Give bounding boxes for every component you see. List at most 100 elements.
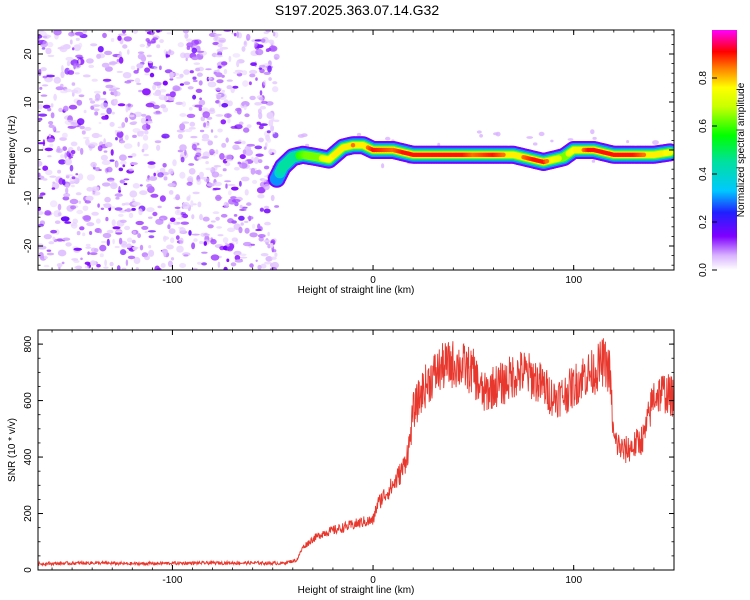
spectrogram-noise-blob	[216, 94, 222, 100]
spectrogram-noise-blob	[129, 190, 138, 198]
spectrogram-noise-blob	[71, 258, 79, 261]
spectrogram-noise-blob	[78, 59, 81, 65]
y-tick-label: 600	[23, 392, 34, 409]
spectrogram-noise-blob	[139, 190, 148, 196]
spectrogram-noise-blob	[142, 88, 151, 96]
spectrogram-noise-blob	[261, 178, 267, 183]
spectrogram-noise-blob	[274, 205, 280, 208]
spectrogram-noise-blob	[169, 217, 176, 223]
spectrogram-noise-blob	[99, 229, 102, 234]
spectrogram-noise-blob	[212, 187, 221, 191]
spectrogram-noise-blob	[79, 226, 85, 231]
spectrogram-noise-blob	[250, 243, 255, 246]
spectrogram-noise-blob	[265, 255, 273, 262]
spectrogram-noise-blob	[199, 240, 204, 245]
spectrogram-noise-blob	[112, 238, 115, 245]
spectrogram-noise-blob	[241, 140, 246, 145]
spectrogram-noise-blob	[115, 161, 119, 168]
spectrogram-noise-blob	[179, 263, 187, 268]
spectrogram-noise-blob	[148, 176, 158, 181]
spectrogram-noise-blob	[98, 97, 107, 101]
spectrogram-noise-blob	[266, 137, 272, 143]
spectrogram-noise-blob	[159, 167, 166, 174]
spectrogram-noise-blob	[144, 255, 150, 261]
spectrogram-noise-blob	[210, 220, 216, 223]
spectrogram-noise-blob	[249, 73, 256, 78]
spectrogram-noise-blob	[113, 90, 118, 97]
spectrogram-noise-blob	[121, 30, 127, 34]
spectrogram-noise-blob	[118, 190, 122, 193]
spectrogram-noise-blob	[74, 266, 78, 269]
spectrogram-noise-blob	[301, 133, 308, 138]
spectrogram-track-cell	[666, 149, 674, 156]
spectrogram-noise-blob	[224, 113, 232, 118]
spectrogram-noise-blob	[83, 215, 91, 222]
snr-y-label: SNR (10 * v/v)	[7, 418, 18, 482]
spectrogram-noise-blob	[128, 212, 134, 219]
spectrogram-noise-blob	[225, 183, 228, 189]
spectrogram-noise-blob	[38, 252, 44, 259]
spectrogram-noise-blob	[205, 161, 209, 165]
spectrogram-noise-blob	[90, 161, 97, 168]
spectrogram-noise-blob	[48, 121, 54, 125]
spectrogram-noise-blob	[68, 181, 76, 185]
spectrogram-noise-blob	[76, 231, 81, 236]
spectrogram-noise-blob	[265, 142, 268, 148]
spectrogram-noise-blob	[88, 64, 95, 69]
spectrogram-noise-blob	[213, 135, 218, 139]
spectrogram-noise-blob	[246, 202, 252, 206]
spectrogram-noise-blob	[217, 65, 222, 69]
spectrogram-noise-blob	[626, 140, 630, 144]
spectrogram-noise-blob	[86, 58, 94, 64]
x-tick-label: -100	[162, 275, 182, 286]
spectrogram-noise-blob	[118, 237, 123, 245]
spectrogram-noise-blob	[115, 137, 118, 141]
spectrogram-noise-blob	[257, 159, 263, 164]
spectrogram-noise-blob	[144, 67, 151, 73]
spectrogram-noise-blob	[65, 56, 74, 61]
spectrogram-noise-blob	[263, 146, 267, 150]
spectrogram-noise-blob	[256, 187, 266, 194]
spectrogram-noise-blob	[253, 156, 260, 164]
spectrogram-noise-blob	[258, 137, 264, 143]
y-tick-label: 10	[23, 96, 34, 108]
spectrogram-noise-blob	[103, 266, 109, 269]
spectrogram-noise-blob	[136, 68, 140, 71]
spectrogram-noise-blob	[106, 166, 113, 173]
spectrogram-noise-blob	[124, 202, 131, 206]
spectrogram-noise-blob	[210, 238, 217, 245]
spectrogram-noise-blob	[38, 104, 43, 110]
spectrogram-noise-blob	[111, 111, 115, 115]
spectrogram-noise-blob	[271, 261, 279, 269]
spectrogram-noise-blob	[117, 35, 122, 41]
spectrogram-noise-blob	[118, 56, 124, 64]
spectrogram-noise-blob	[260, 253, 269, 257]
spectrogram-noise-blob	[53, 30, 62, 36]
spectrogram-noise-blob	[143, 153, 150, 157]
spectrogram-noise-blob	[188, 230, 192, 236]
spectrogram-noise-blob	[89, 252, 98, 256]
spectrogram-noise-blob	[232, 53, 241, 58]
spectrogram-noise-blob	[259, 207, 264, 212]
spectrogram-noise-blob	[236, 60, 240, 68]
spectrogram-noise-blob	[117, 103, 126, 107]
spectrogram-noise-blob	[68, 104, 78, 110]
spectrogram-noise-blob	[258, 112, 263, 120]
spectrogram-noise-blob	[85, 243, 91, 247]
spectrogram-noise-blob	[265, 30, 272, 33]
x-tick-label: 100	[565, 275, 582, 286]
spectrogram-noise-blob	[185, 38, 193, 42]
spectrogram-noise-blob	[180, 221, 189, 225]
spectrogram-noise-blob	[76, 146, 81, 152]
spectrogram-noise-blob	[101, 160, 111, 166]
spectrogram-noise-blob	[264, 221, 271, 226]
spectrogram-noise-blob	[50, 103, 54, 108]
spectrogram-noise-blob	[356, 132, 362, 137]
spectrogram-noise-blob	[119, 154, 127, 161]
spectrogram-noise-blob	[240, 96, 244, 100]
spectrogram-noise-blob	[82, 30, 87, 34]
spectrogram-noise-blob	[149, 72, 155, 78]
spectrogram-noise-blob	[231, 199, 241, 203]
spectrogram-noise-blob	[109, 159, 115, 162]
spectrogram-noise-blob	[132, 230, 137, 234]
